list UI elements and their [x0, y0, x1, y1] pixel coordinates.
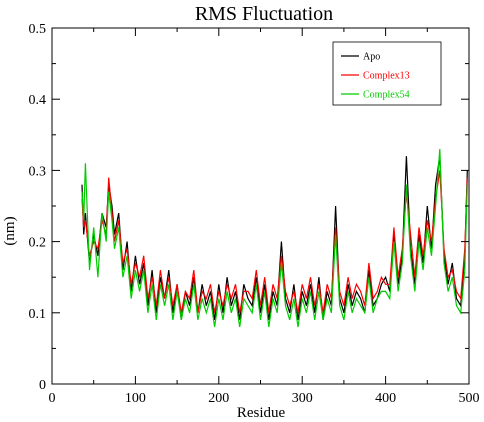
x-tick-label: 100 [125, 391, 146, 406]
x-tick-label: 300 [292, 391, 313, 406]
legend-label: Complex13 [363, 71, 410, 82]
x-tick-label: 500 [459, 391, 480, 406]
y-tick-label: 0.3 [29, 164, 47, 179]
legend-label: Apo [363, 52, 380, 63]
x-tick-label: 400 [375, 391, 396, 406]
y-tick-label: 0 [39, 378, 46, 393]
chart-title: RMS Fluctuation [195, 3, 333, 25]
y-tick-label: 0.1 [29, 307, 47, 322]
x-tick-label: 200 [208, 391, 229, 406]
x-tick-label: 0 [49, 391, 56, 406]
y-axis-label: (nm) [2, 216, 18, 245]
legend-label: Complex54 [363, 90, 410, 101]
legend-entries: Apo Complex13 Complex54 [341, 52, 410, 101]
y-tick-label: 0.5 [29, 22, 47, 37]
y-tick-label: 0.4 [29, 93, 47, 108]
ticks-group: 0 100 200 300 400 500 0 0.1 0.2 0.3 0.4 0.5 [29, 22, 480, 406]
x-axis-label: Residue [237, 405, 286, 421]
y-tick-label: 0.2 [29, 236, 47, 251]
series-line-complex54 [81, 148, 468, 328]
legend: Apo Complex13 Complex54 [332, 41, 442, 106]
series-group [81, 148, 468, 328]
